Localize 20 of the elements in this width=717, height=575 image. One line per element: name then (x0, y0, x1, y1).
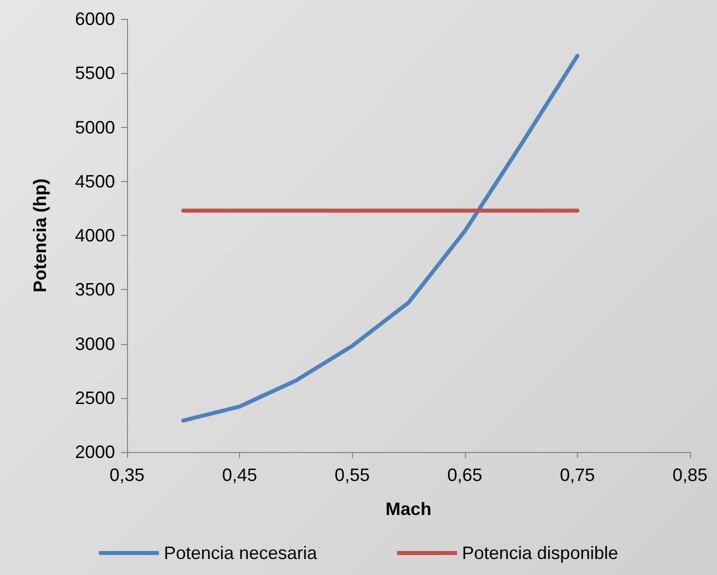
x-tick-label: 0,45 (222, 465, 258, 485)
x-tick-label: 0,85 (672, 465, 708, 485)
y-axis-title: Potencia (hp) (30, 178, 50, 293)
x-tick-label: 0,65 (447, 465, 482, 485)
x-axis-title: Mach (385, 499, 432, 519)
y-tick-label: 6000 (74, 9, 115, 29)
x-tick-label: 0,55 (334, 465, 370, 485)
x-tick-label: 0,35 (109, 465, 145, 485)
y-tick-label: 4000 (74, 226, 115, 246)
x-tick-label: 0,75 (560, 465, 595, 485)
y-tick-label: 3500 (74, 280, 115, 300)
y-tick-label: 4500 (74, 171, 115, 192)
y-tick-label: 3000 (74, 334, 115, 354)
line-series (181, 54, 580, 423)
y-tick-label: 2500 (74, 388, 115, 408)
y-tick-label: 5500 (74, 63, 115, 84)
y-tick-label: 5000 (74, 117, 115, 138)
legend-label: Potencia disponible (462, 543, 618, 563)
legend-label: Potencia necesaria (164, 543, 318, 563)
y-tick-label: 2000 (74, 442, 115, 462)
